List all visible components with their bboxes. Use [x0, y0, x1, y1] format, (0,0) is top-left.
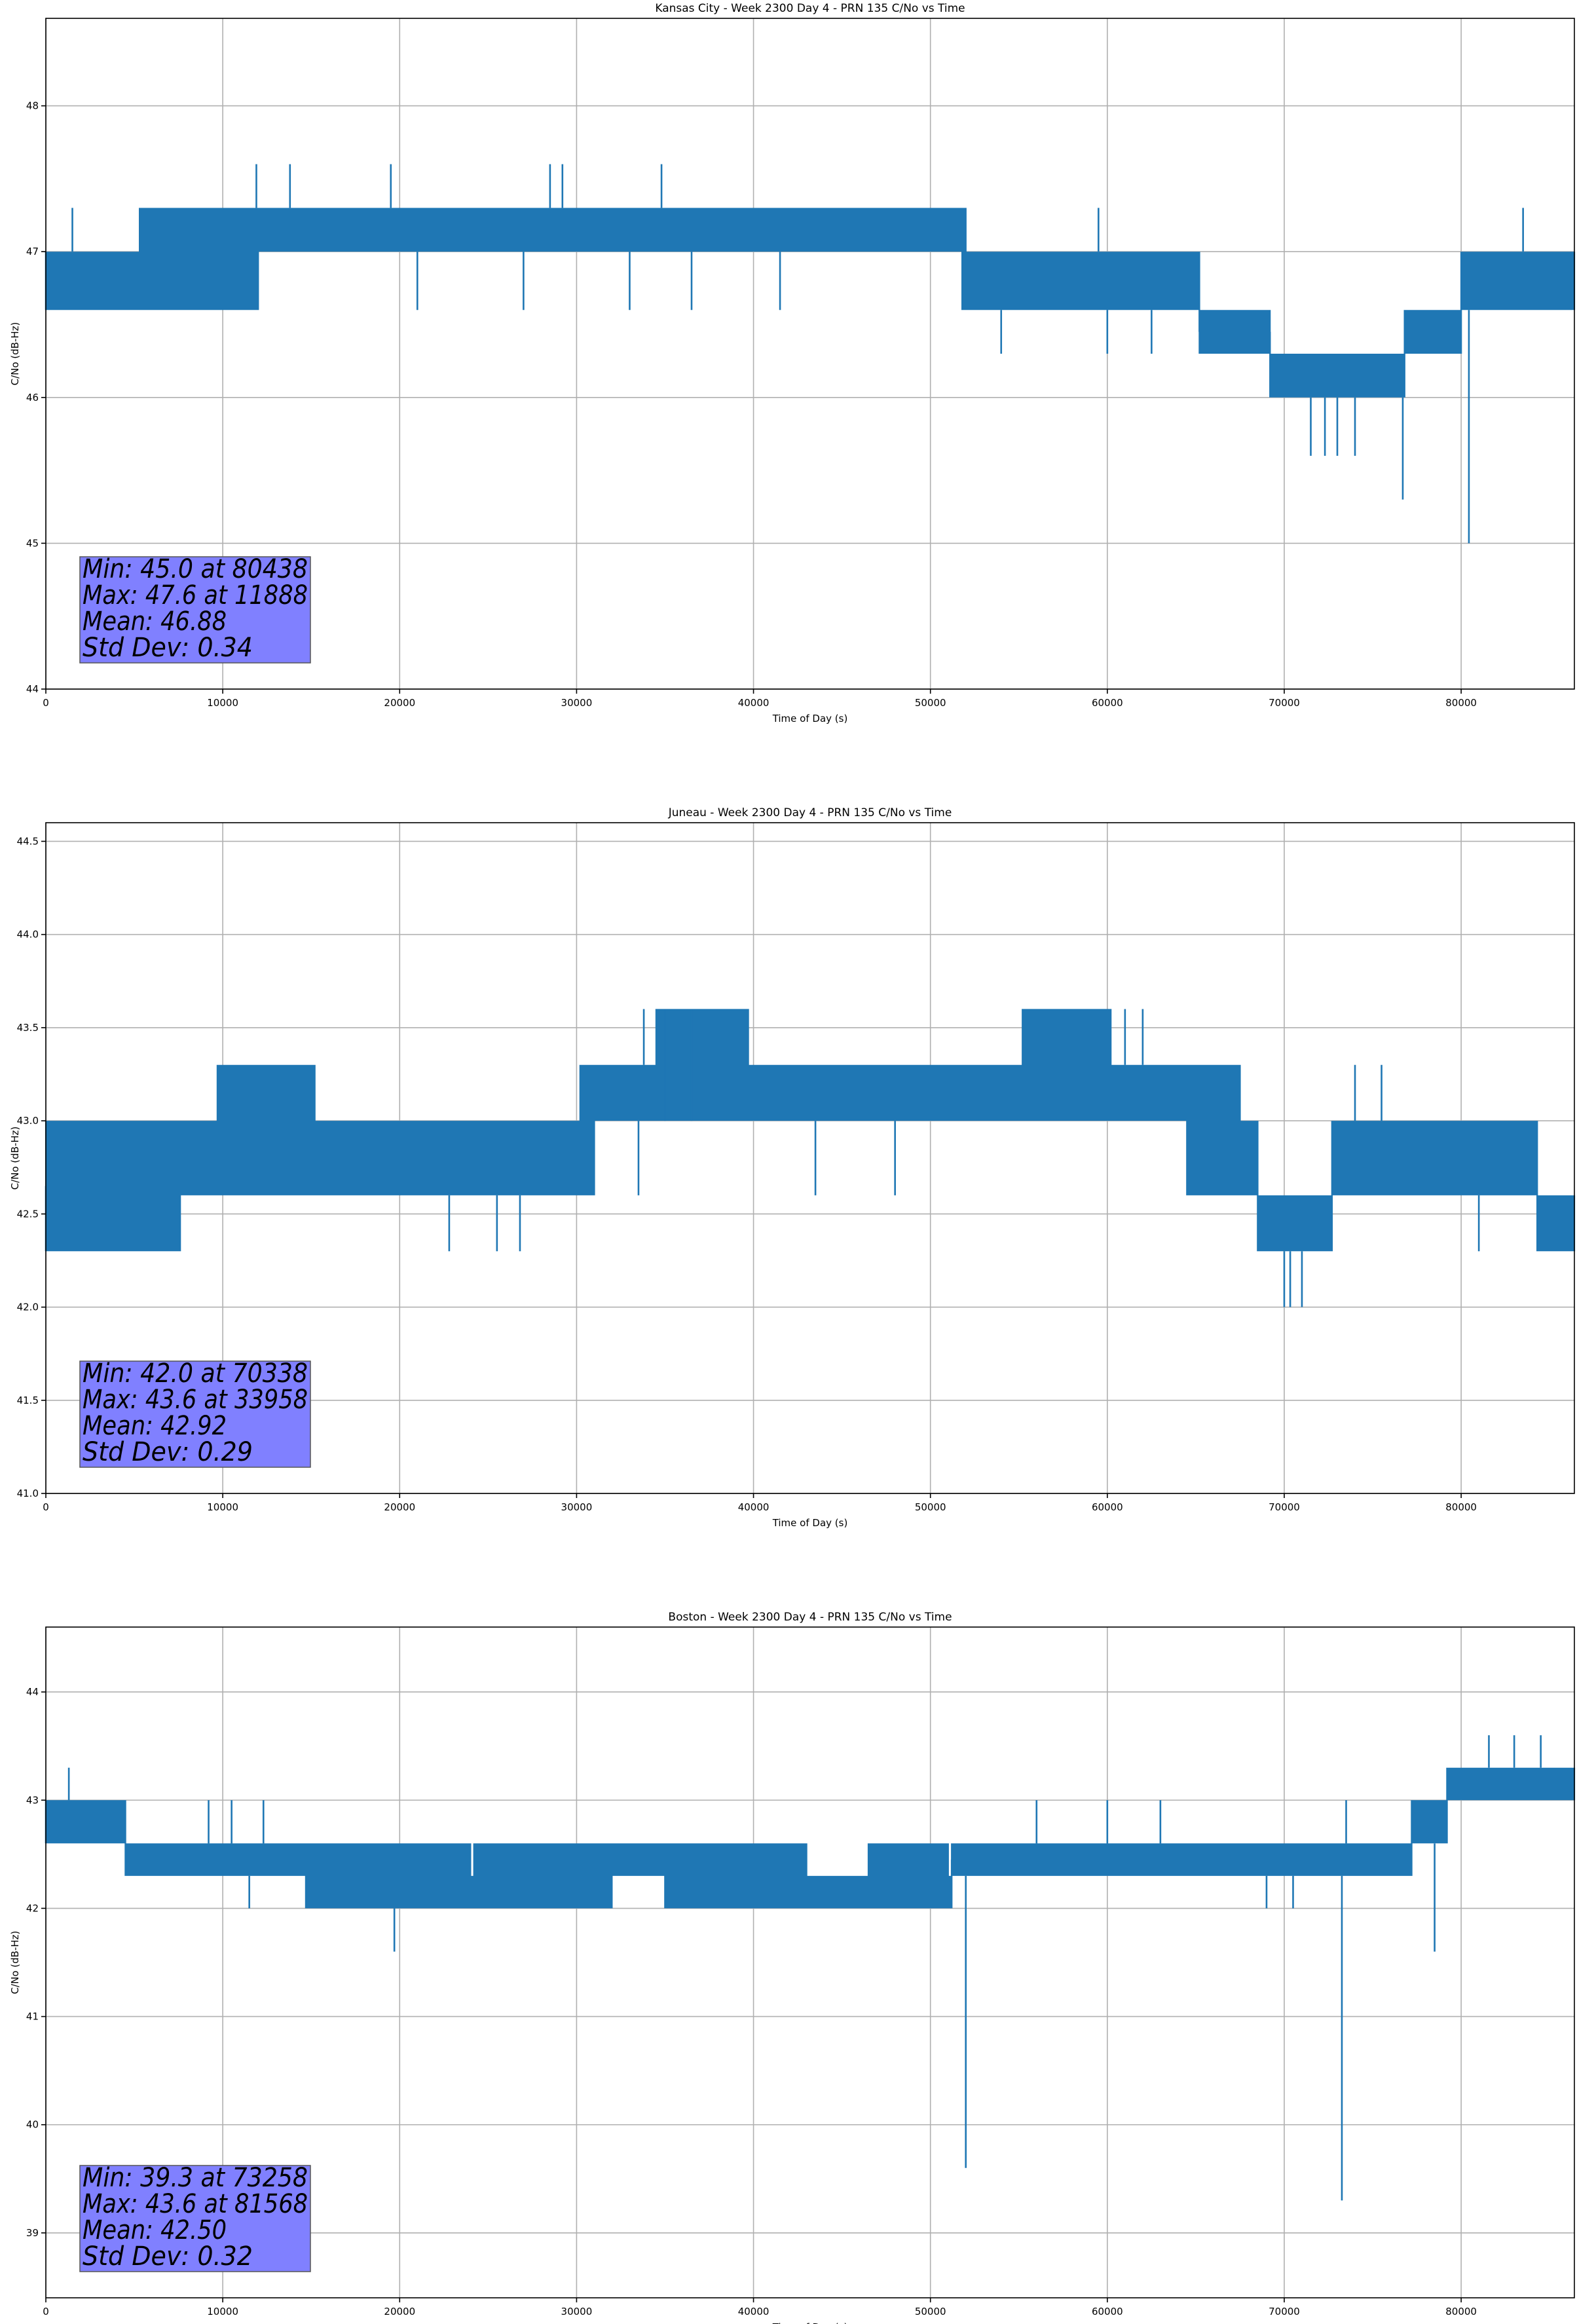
juneau-x-tick-label: 10000: [207, 1501, 238, 1513]
boston-y-axis-label: C/No (dB-Hz): [9, 1931, 21, 1995]
boston-axes-frame: [45, 1626, 1575, 2298]
juneau-x-tick-label: 0: [43, 1501, 49, 1513]
boston-y-tick-label: 42: [26, 1902, 39, 1914]
kansas-city-y-axis-label: C/No (dB-Hz): [9, 322, 21, 386]
juneau-chart-title: Juneau - Week 2300 Day 4 - PRN 135 C/No …: [668, 806, 952, 819]
kansas-city-x-tick-label: 10000: [207, 697, 238, 709]
kansas-city-stats-box: [79, 556, 311, 664]
kansas-city-x-tick-label: 40000: [738, 697, 770, 709]
juneau-panel: 0 10000 20000 30000 40000 50000 60000 70000 8000…: [9, 806, 1576, 1529]
juneau-y-tick-label: 44.0: [17, 929, 39, 941]
juneau-x-tick-label: 50000: [915, 1501, 946, 1513]
kansas-city-chart-title: Kansas City - Week 2300 Day 4 - PRN 135 …: [655, 2, 965, 15]
juneau-stats-line: Min: 42.0 at 70338: [83, 1359, 308, 1389]
juneau-stats-line: Max: 43.6 at 33958: [83, 1385, 308, 1415]
boston-y-tick-label: 43: [26, 1794, 39, 1806]
kansas-city-x-tick-label: 60000: [1092, 697, 1123, 709]
juneau-y-tick-label: 41.0: [17, 1488, 39, 1499]
boston-x-tick-label: 30000: [561, 2306, 593, 2317]
juneau-axes-frame: [45, 822, 1575, 1494]
boston-stats-line: Std Dev: 0.32: [83, 2241, 253, 2272]
juneau-y-tick-label: 44.5: [17, 835, 39, 847]
kansas-city-stats-line: Std Dev: 0.34: [83, 633, 253, 663]
kansas-city-y-tick-label: 46: [26, 392, 39, 403]
juneau-x-tick-label: 30000: [561, 1501, 593, 1513]
kansas-city-x-axis-label: Time of Day (s): [772, 713, 848, 724]
kansas-city-x-tick-label: 50000: [915, 697, 946, 709]
boston-x-tick-label: 80000: [1445, 2306, 1477, 2317]
boston-x-tick-label: 50000: [915, 2306, 946, 2317]
boston-panel: 0 10000 20000 30000 40000 50000 60000 70000 8000…: [9, 1611, 1576, 2324]
kansas-city-stats-line: Min: 45.0 at 80438: [83, 554, 308, 584]
kansas-city-y-tick-label: 47: [26, 246, 39, 257]
juneau-stats-line: Std Dev: 0.29: [83, 1437, 253, 1467]
kansas-city-y-tick-label: 45: [26, 537, 39, 549]
boston-x-tick-label: 10000: [207, 2306, 238, 2317]
juneau-x-axis-label: Time of Day (s): [772, 1517, 848, 1529]
juneau-series-line: [45, 1009, 1576, 1252]
boston-x-tick-label: 20000: [384, 2306, 415, 2317]
boston-y-tick-label: 44: [26, 1686, 39, 1698]
juneau-x-tick-label: 20000: [384, 1501, 415, 1513]
kansas-city-x-tick-label: 80000: [1445, 697, 1477, 709]
kansas-city-panel: 0 10000 20000 30000 40000 50000 60000 70000 8000…: [9, 2, 1576, 724]
kansas-city-series-line: [45, 208, 1576, 398]
boston-x-tick-label: 60000: [1092, 2306, 1123, 2317]
boston-stats-box: [79, 2165, 311, 2272]
boston-y-tick-label: 39: [26, 2227, 39, 2239]
juneau-x-tick-label: 70000: [1269, 1501, 1300, 1513]
juneau-stats-line: Mean: 42.92: [83, 1411, 227, 1441]
boston-y-tick-label: 41: [26, 2011, 39, 2023]
boston-stats-line: Max: 43.6 at 81568: [83, 2189, 308, 2219]
kansas-city-axes-frame: [45, 18, 1575, 690]
juneau-x-tick-label: 80000: [1445, 1501, 1477, 1513]
juneau-stats-box: [79, 1360, 311, 1468]
boston-series-line: [45, 1767, 1576, 1909]
boston-x-tick-label: 0: [43, 2306, 49, 2317]
kansas-city-stats-line: Mean: 46.88: [83, 607, 227, 637]
boston-x-tick-label: 70000: [1269, 2306, 1300, 2317]
boston-x-axis-label: Time of Day (s): [772, 2321, 848, 2324]
juneau-y-tick-label: 42.0: [17, 1302, 39, 1313]
kansas-city-y-tick-label: 48: [26, 100, 39, 112]
kansas-city-y-tick-label: 44: [26, 683, 39, 695]
boston-chart-title: Boston - Week 2300 Day 4 - PRN 135 C/No …: [668, 1611, 952, 1624]
boston-stats-line: Min: 39.3 at 73258: [83, 2163, 308, 2193]
juneau-y-tick-label: 42.5: [17, 1208, 39, 1220]
kansas-city-x-tick-label: 30000: [561, 697, 593, 709]
juneau-y-tick-label: 43.5: [17, 1022, 39, 1034]
kansas-city-x-tick-label: 70000: [1269, 697, 1300, 709]
juneau-y-tick-label: 43.0: [17, 1115, 39, 1127]
kansas-city-x-tick-label: 20000: [384, 697, 415, 709]
juneau-x-tick-label: 60000: [1092, 1501, 1123, 1513]
boston-y-tick-label: 40: [26, 2119, 39, 2131]
juneau-y-tick-label: 41.5: [17, 1395, 39, 1406]
kansas-city-stats-line: Max: 47.6 at 11888: [83, 580, 308, 610]
juneau-x-tick-label: 40000: [738, 1501, 770, 1513]
boston-stats-line: Mean: 42.50: [83, 2215, 227, 2245]
juneau-y-axis-label: C/No (dB-Hz): [9, 1127, 21, 1190]
boston-x-tick-label: 40000: [738, 2306, 770, 2317]
kansas-city-x-tick-label: 0: [43, 697, 49, 709]
